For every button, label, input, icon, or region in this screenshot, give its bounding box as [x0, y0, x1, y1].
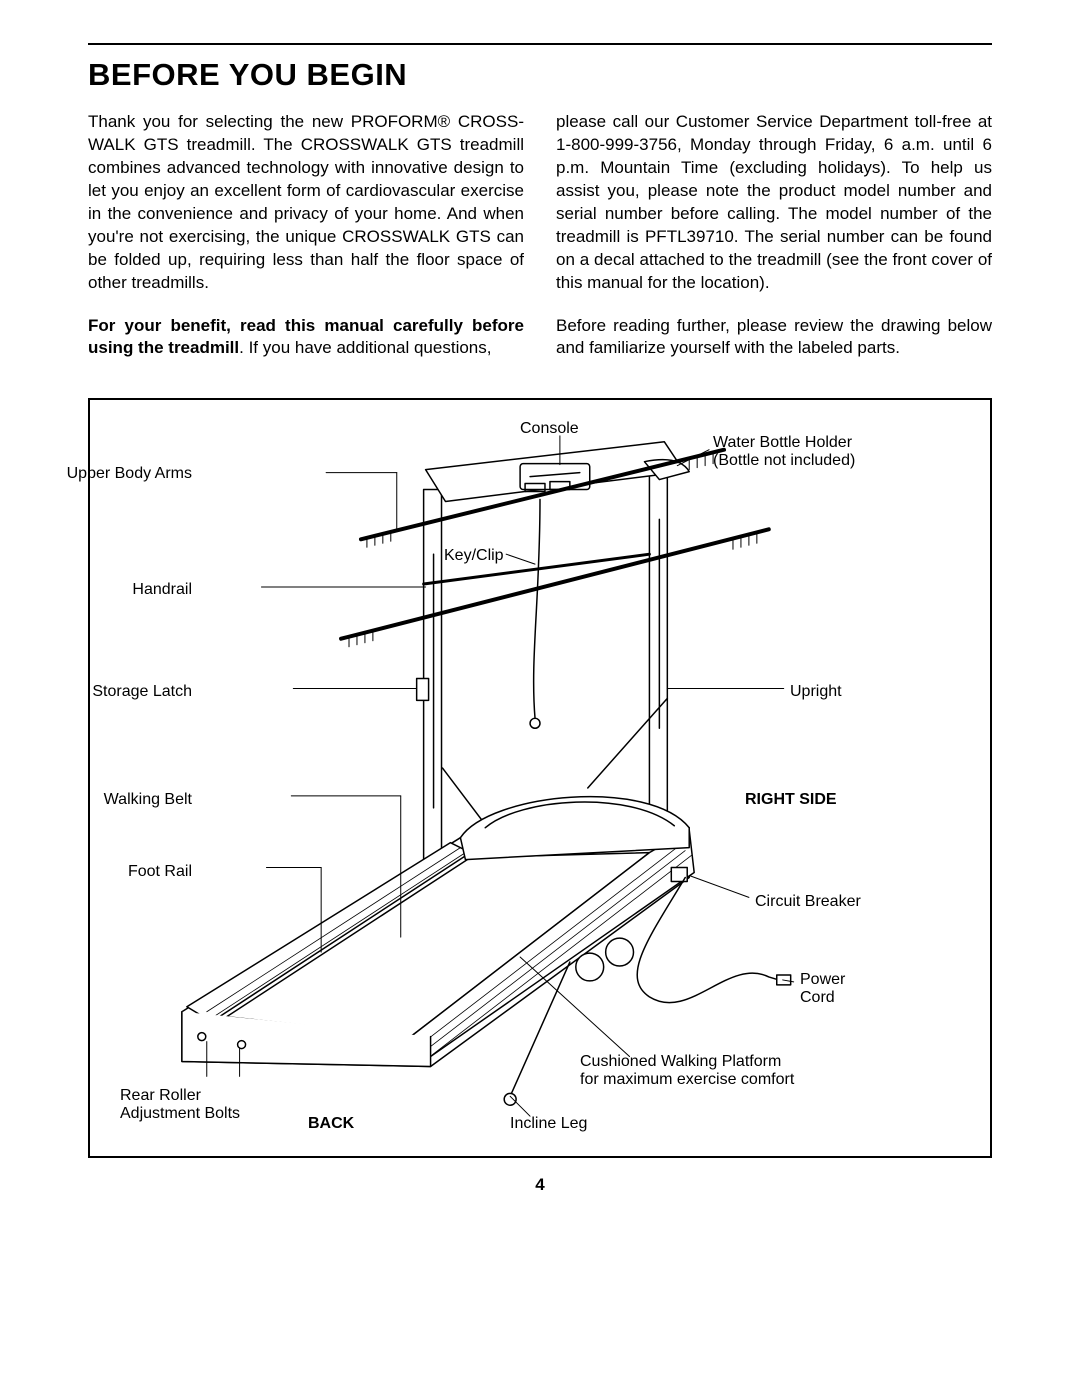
- label-circuit-breaker: Circuit Breaker: [755, 892, 861, 911]
- left-para-1: Thank you for selecting the new PROFORM®…: [88, 111, 524, 295]
- label-back: BACK: [308, 1114, 354, 1133]
- label-water-bottle-2: (Bottle not included): [713, 451, 855, 470]
- parts-diagram: Console Water Bottle Holder (Bottle not …: [88, 398, 992, 1158]
- label-water-bottle-1: Water Bottle Holder: [713, 433, 852, 452]
- label-cushioned-1: Cushioned Walking Platform: [580, 1052, 781, 1071]
- left-column: Thank you for selecting the new PROFORM®…: [88, 111, 524, 380]
- label-upright: Upright: [790, 682, 842, 701]
- label-power-cord-1: Power: [800, 970, 845, 989]
- page-number: 4: [0, 1175, 1080, 1195]
- label-walking-belt: Walking Belt: [104, 790, 192, 809]
- left-para-2: For your benefit, read this manual caref…: [88, 315, 524, 361]
- page-heading: BEFORE YOU BEGIN: [88, 57, 992, 93]
- label-key-clip: Key/Clip: [444, 546, 504, 565]
- label-console: Console: [520, 419, 579, 438]
- label-foot-rail: Foot Rail: [128, 862, 192, 881]
- label-right-side: RIGHT SIDE: [745, 790, 837, 809]
- right-column: please call our Customer Service Departm…: [556, 111, 992, 380]
- label-upper-body-arms: Upper Body Arms: [67, 464, 192, 483]
- label-rear-roller-1: Rear Roller: [120, 1086, 201, 1105]
- label-power-cord-2: Cord: [800, 988, 835, 1007]
- label-incline-leg: Incline Leg: [510, 1114, 587, 1133]
- treadmill-drawing: [90, 400, 990, 1156]
- label-cushioned-2: for maximum exercise comfort: [580, 1070, 794, 1089]
- right-para-1: please call our Customer Service Departm…: [556, 111, 992, 295]
- body-columns: Thank you for selecting the new PROFORM®…: [88, 111, 992, 380]
- label-storage-latch: Storage Latch: [92, 682, 192, 701]
- label-handrail: Handrail: [132, 580, 192, 599]
- right-para-2: Before reading further, please review th…: [556, 315, 992, 361]
- left-para-2-rest: . If you have additional questions,: [239, 338, 491, 357]
- label-rear-roller-2: Adjustment Bolts: [120, 1104, 240, 1123]
